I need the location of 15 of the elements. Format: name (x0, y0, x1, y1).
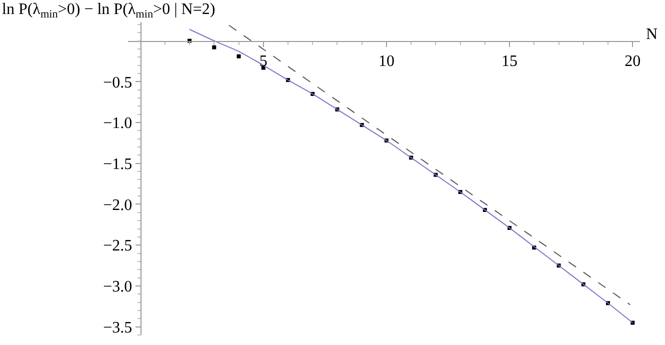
x-tick-label: 20 (624, 52, 641, 70)
point (236, 54, 241, 58)
y-tick-label: −3.5 (103, 319, 132, 336)
y-tick-label: −3.0 (103, 278, 132, 296)
y-tick-label: −0.5 (103, 74, 132, 92)
y-axis-title: ln P(λ$_{min}$>0) − ln P(λ$_{min}$>0 | N=2) (2, 1, 216, 20)
y-tick-label: −1.0 (103, 115, 132, 132)
x-tick-label: 10 (378, 52, 394, 70)
x-tick-label: 15 (502, 52, 518, 70)
x-tick-label: 5 (259, 52, 268, 70)
x-axis-title: N (646, 26, 658, 43)
y-tick-label: −2.0 (103, 196, 132, 214)
point (212, 45, 216, 50)
y-tick-label: −1.5 (103, 156, 132, 173)
y-tick-label: −2.5 (103, 238, 132, 255)
